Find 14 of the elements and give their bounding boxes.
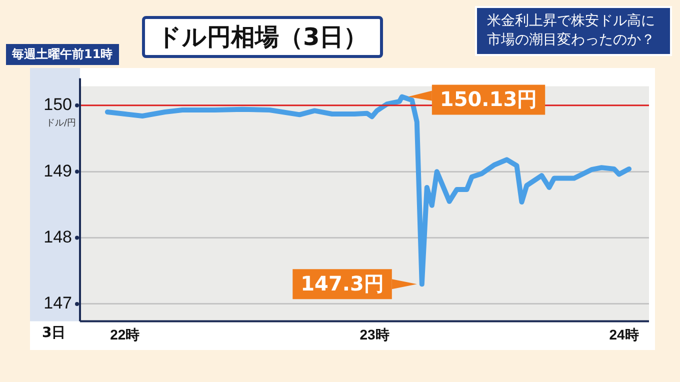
x-tick-label: 24時 <box>609 326 639 342</box>
x-axis-title: 3日 <box>42 324 66 342</box>
x-tick-label: 22時 <box>110 326 140 342</box>
text: 毎週土曜午前11時 <box>6 44 119 65</box>
y-tick-label: 149 <box>44 161 72 180</box>
annotation: 150.13円 <box>440 86 538 111</box>
y-axis-title: ドル/円 <box>46 118 76 128</box>
chart-subtitle: 米金利上昇で株安ドル高に市場の潮目変わったのか？ <box>475 6 672 56</box>
chart-title: ドル円相場（3日） <box>142 16 383 58</box>
annotation: 147.3円 <box>300 271 384 296</box>
x-tick-label: 23時 <box>360 326 390 342</box>
y-tick-label: 148 <box>44 227 72 246</box>
y-tick-label: 150 <box>44 95 72 114</box>
y-tick-label: 147 <box>44 294 72 313</box>
